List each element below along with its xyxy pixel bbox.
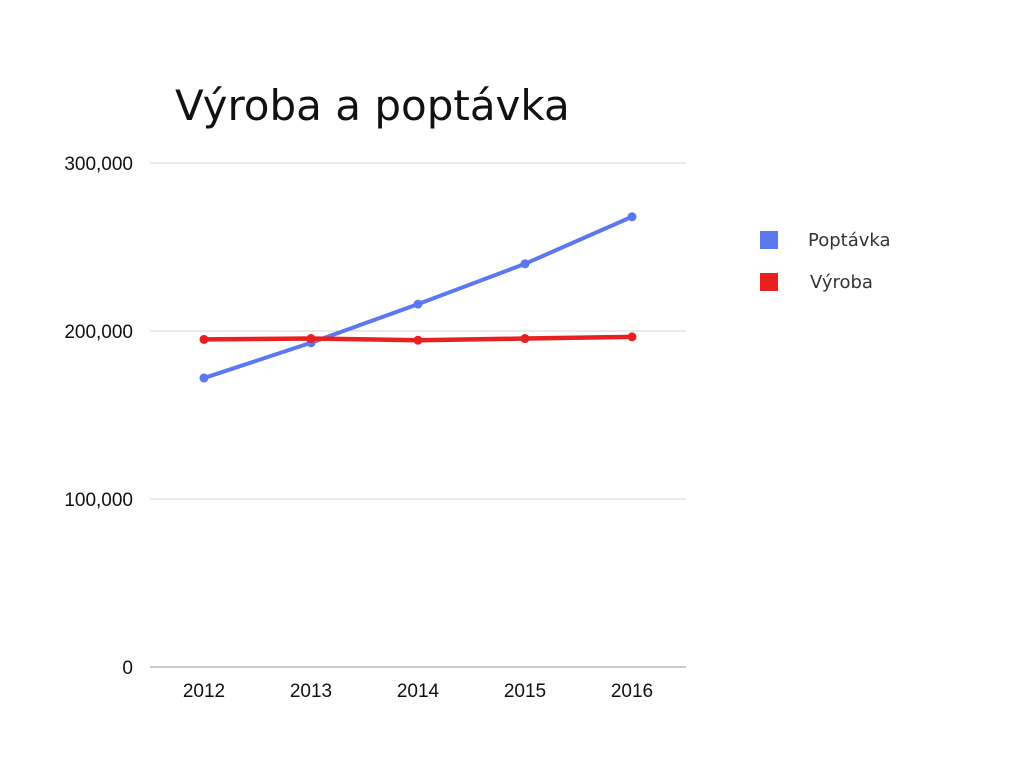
data-point [306,334,316,344]
legend-swatch [760,231,778,249]
x-tick-label: 2015 [504,681,546,702]
legend-item-vyroba: Výroba [760,272,873,293]
gridlines [150,162,686,668]
legend-swatch [760,273,778,291]
data-point [520,334,530,344]
x-tick-label: 2014 [397,681,440,702]
series-1 [199,332,637,345]
series-line [202,214,634,381]
data-point [413,335,423,345]
y-tick-label: 0 [122,658,133,679]
x-tick-label: 2016 [611,681,653,702]
y-tick-label: 300,000 [64,154,133,175]
x-axis-ticks: 2012 2013 2014 2015 2016 [183,681,653,702]
data-point [413,299,423,309]
data-point [627,212,637,222]
legend-label: Poptávka [808,230,891,251]
data-point [199,373,209,383]
y-tick-label: 100,000 [64,490,133,511]
data-point [199,334,209,344]
legend: Poptávka Výroba [760,230,891,293]
legend-item-poptavka: Poptávka [760,230,891,251]
y-axis-ticks: 0 100,000 200,000 300,000 [64,154,133,679]
series-lines [199,212,637,383]
data-point [520,259,530,269]
chart-title: Výroba a poptávka [175,81,570,130]
x-tick-label: 2013 [290,681,332,702]
data-point [627,332,637,342]
legend-label: Výroba [810,272,873,293]
y-tick-label: 200,000 [64,322,133,343]
series-0 [199,212,637,383]
x-tick-label: 2012 [183,681,225,702]
